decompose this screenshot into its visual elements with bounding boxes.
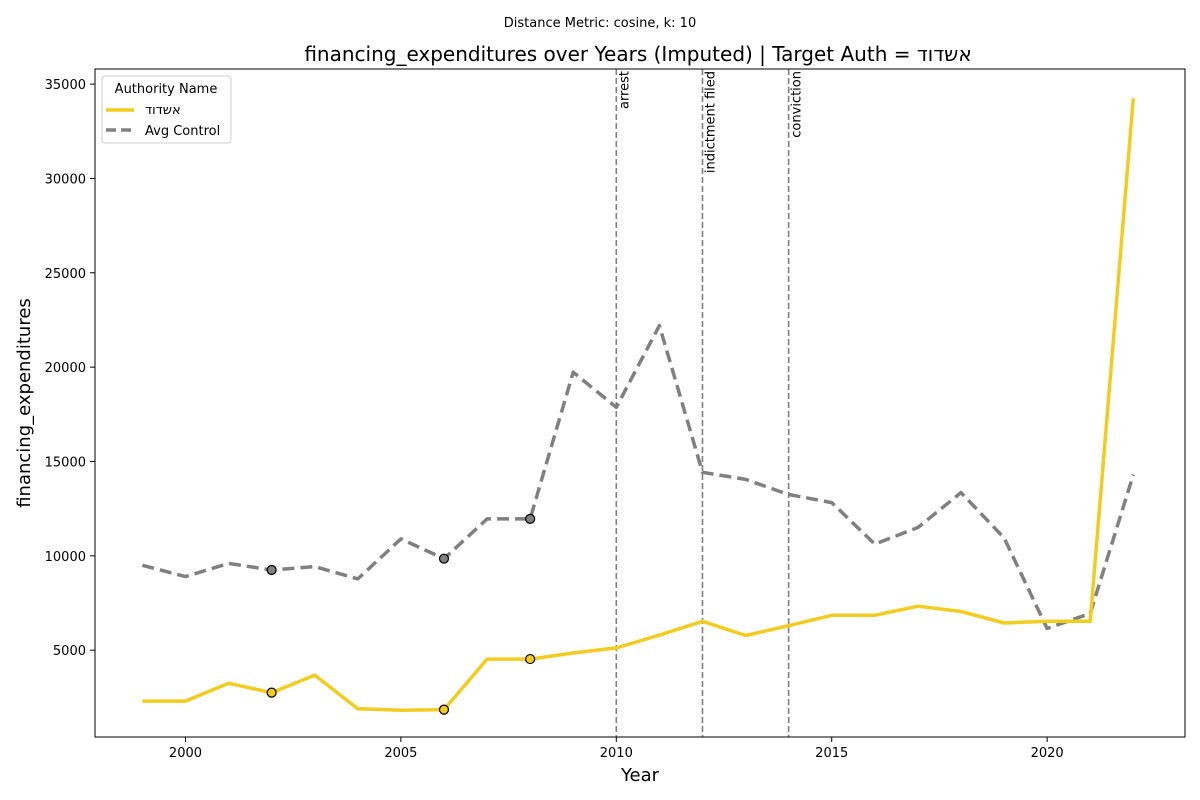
- legend-label-avg-control: Avg Control: [145, 124, 220, 139]
- legend-box: [101, 75, 232, 144]
- x-tick-label: 2005: [384, 746, 417, 761]
- imputed-point: [525, 513, 536, 524]
- x-tick-label: 2010: [600, 746, 633, 761]
- y-tick-label: 5000: [53, 644, 86, 659]
- event-label: indictment filed: [703, 71, 718, 173]
- x-tick-label: 2020: [1031, 746, 1064, 761]
- y-tick-label: 10000: [45, 550, 86, 565]
- imputed-point: [438, 704, 450, 715]
- plot-frame: [94, 68, 1186, 738]
- y-tick-label: 35000: [45, 78, 86, 93]
- imputed-point: [525, 653, 536, 665]
- y-tick-label: 30000: [45, 172, 86, 187]
- chart-title: financing_expenditures over Years (Imput…: [304, 42, 971, 66]
- series-line: [142, 98, 1136, 712]
- y-axis: 5000 10000 15000 20000 25000 30000 35000: [45, 78, 95, 659]
- event-label: arrest: [617, 71, 632, 109]
- y-axis-label: financing_expenditures: [14, 298, 35, 508]
- y-tick-label: 20000: [45, 361, 86, 376]
- chart-suptitle: Distance Metric: cosine, k: 10: [504, 16, 696, 31]
- imputed-point: [266, 564, 277, 576]
- x-axis-label: Year: [620, 765, 660, 786]
- x-tick-label: 2000: [169, 746, 202, 761]
- plot-area: arrest indictment filed conviction: [141, 69, 1136, 737]
- imputed-point: [438, 553, 450, 564]
- x-axis: 2000 2005 2010 2015 2020: [169, 737, 1064, 761]
- y-tick-label: 25000: [45, 267, 86, 282]
- legend-title: Authority Name: [115, 82, 218, 97]
- legend: Authority Name אשדוד Avg Control: [101, 75, 232, 144]
- event-label: conviction: [790, 71, 805, 138]
- x-tick-label: 2015: [815, 746, 848, 761]
- series-line: [141, 323, 1135, 631]
- legend-label-ashdod: אשדוד: [145, 103, 181, 118]
- y-tick-label: 15000: [45, 455, 86, 470]
- imputed-point: [266, 687, 277, 698]
